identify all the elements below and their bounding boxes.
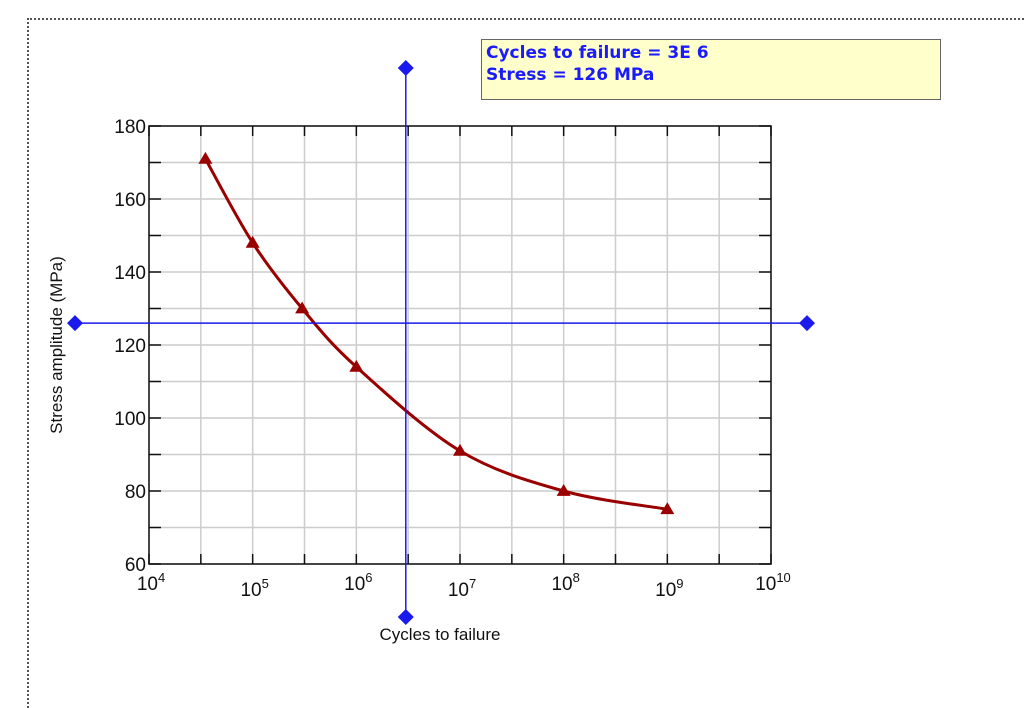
y-tick-label: 80 xyxy=(125,482,146,503)
crosshair-handle-bottom[interactable] xyxy=(397,609,414,625)
readout-stress: Stress = 126 MPa xyxy=(486,65,655,85)
x-tick-label: 107 xyxy=(448,576,476,601)
crosshair-readout: Cycles to failure = 3E 6 Stress = 126 MP… xyxy=(481,39,941,100)
data-point-marker xyxy=(556,484,571,496)
data-markers xyxy=(198,151,675,515)
fitted-curve xyxy=(204,158,668,511)
crosshair-handle-top[interactable] xyxy=(397,60,414,76)
chart-frame xyxy=(27,18,1024,708)
data-point-marker xyxy=(349,359,364,372)
x-tick-label: 104 xyxy=(137,570,165,595)
grid xyxy=(148,125,772,565)
x-tick-label: 109 xyxy=(655,576,683,601)
y-axis-title: Stress amplitude (MPa) xyxy=(47,256,66,434)
crosshair-handle-right[interactable] xyxy=(799,315,815,332)
y-tick-labels: 60 80 100 120 140 160 180 xyxy=(114,117,146,576)
x-tick-label: 105 xyxy=(240,576,268,601)
axis-ticks xyxy=(148,125,772,565)
crosshair[interactable] xyxy=(67,60,815,625)
crosshair-handle-left[interactable] xyxy=(67,315,83,332)
y-tick-label: 140 xyxy=(114,263,146,284)
y-tick-label: 160 xyxy=(114,190,146,211)
readout-cycles: Cycles to failure = 3E 6 xyxy=(486,43,709,63)
x-tick-labels: 104 105 106 107 108 109 1010 xyxy=(137,570,791,601)
y-tick-label: 120 xyxy=(114,336,146,357)
y-tick-label: 100 xyxy=(114,409,146,430)
x-axis-title: Cycles to failure xyxy=(380,625,501,644)
x-tick-label: 106 xyxy=(344,570,372,595)
data-point-marker xyxy=(245,235,260,248)
data-point-marker xyxy=(198,151,213,164)
data-point-marker xyxy=(295,301,310,314)
x-tick-label: 1010 xyxy=(755,570,791,595)
y-tick-label: 60 xyxy=(125,555,146,576)
y-tick-label: 180 xyxy=(114,117,146,138)
x-tick-label: 108 xyxy=(551,570,579,595)
data-point-marker xyxy=(453,443,467,456)
data-point-marker xyxy=(660,502,675,515)
